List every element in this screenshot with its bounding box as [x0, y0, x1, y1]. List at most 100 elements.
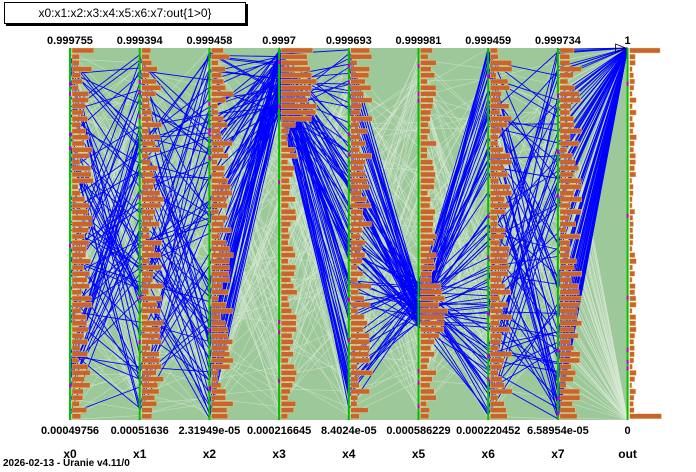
histogram-bin: [559, 91, 580, 97]
histogram-bin: [490, 271, 509, 277]
histogram-bin: [629, 401, 634, 407]
histogram-bin: [350, 246, 362, 252]
histogram-bin: [350, 202, 372, 209]
histogram-bin: [559, 146, 568, 153]
histogram-bin: [629, 302, 637, 308]
histogram-bin: [141, 227, 150, 233]
histogram-bin: [490, 283, 506, 289]
histogram-bin: [141, 78, 157, 85]
histogram-bin: [420, 153, 428, 159]
histogram-bin: [629, 146, 634, 153]
histogram-bin: [141, 128, 150, 134]
histogram-bin: [141, 277, 153, 283]
histogram-bin: [211, 78, 224, 85]
histogram-bin: [71, 326, 89, 333]
histogram-bin: [350, 401, 358, 407]
histogram-bin: [420, 103, 434, 109]
histogram-bin: [490, 357, 505, 364]
histogram-bin: [559, 271, 583, 277]
histogram-bin: [71, 221, 93, 227]
axis-mark: [69, 132, 71, 137]
histogram-bin: [629, 109, 637, 116]
histogram-bin: [629, 413, 662, 419]
histogram-bin: [490, 171, 509, 178]
histogram-bin: [211, 196, 227, 202]
histogram-bin: [629, 283, 636, 289]
histogram-bin: [629, 246, 633, 252]
histogram-bin: [559, 283, 579, 289]
histogram-bin: [420, 295, 445, 302]
histogram-bin: [280, 264, 296, 271]
axis-mark: [417, 91, 420, 96]
histogram-bin: [629, 277, 633, 283]
axis-mark: [278, 104, 281, 109]
histogram-bin: [490, 109, 501, 116]
histogram-bin: [629, 66, 633, 72]
histogram-bin: [71, 196, 86, 202]
histogram-bin: [559, 190, 575, 196]
histogram-bin: [559, 233, 581, 240]
histogram-bin: [141, 395, 155, 401]
histogram-bin: [350, 134, 361, 140]
histogram-bin: [420, 302, 440, 308]
histogram-bin: [350, 382, 360, 388]
histogram-bin: [211, 153, 229, 159]
histogram-bin: [629, 221, 634, 227]
histogram-bin: [350, 159, 366, 165]
histogram-bin: [350, 190, 362, 196]
histogram-bin: [71, 302, 93, 308]
axis-mark: [278, 320, 281, 325]
histogram-bin: [629, 370, 637, 376]
histogram-bin: [71, 320, 88, 326]
histogram-bin: [350, 345, 370, 351]
histogram-bin: [629, 97, 637, 103]
axis-x4: 0.999693 8.4024e-05 x4: [321, 35, 377, 461]
axis-max-label: 0.999459: [465, 35, 511, 47]
histogram-bin: [420, 115, 431, 122]
histogram-bin: [629, 326, 637, 333]
histogram-bin: [71, 128, 86, 134]
histogram-bin: [629, 314, 637, 320]
footer-text: 2026-02-13 - Uranie v4.11/0: [3, 458, 130, 469]
histogram-bin: [71, 190, 81, 196]
axis-mark: [347, 152, 350, 157]
axis-mark: [556, 193, 559, 198]
histogram-bin: [71, 277, 88, 283]
histogram-bin: [141, 376, 164, 382]
histogram-bin: [420, 134, 428, 140]
histogram-bin: [211, 283, 223, 289]
histogram-bin: [490, 258, 508, 264]
histogram-bin: [71, 54, 80, 60]
histogram-bin: [71, 159, 81, 165]
axis-x2: 0.999458 2.31949e-05 x2: [179, 35, 241, 461]
histogram-bin: [280, 165, 295, 171]
histogram-bin: [71, 153, 90, 159]
axis-x1: 0.999394 0.00051636 x1: [111, 35, 169, 461]
histogram-bin: [420, 97, 434, 103]
histogram-bin: [71, 333, 85, 339]
histogram-bin: [350, 289, 359, 295]
histogram-bin: [490, 78, 509, 85]
histogram-bin: [559, 202, 571, 209]
histogram-bin: [350, 227, 363, 233]
histogram-bin: [71, 407, 87, 413]
histogram-bin: [490, 159, 512, 165]
axis-mark: [208, 328, 211, 333]
histogram-bin: [280, 128, 290, 134]
histogram-bin: [350, 72, 370, 78]
histogram-bin: [559, 84, 575, 91]
chart-title: x0:x1:x2:x3:x4:x5:x6:x7:out{1>0}: [4, 2, 246, 24]
histogram-bin: [420, 109, 432, 116]
axis-mark: [347, 338, 350, 343]
histogram-bin: [280, 370, 297, 376]
histogram-bin: [280, 320, 297, 326]
axis-mark: [138, 194, 141, 199]
histogram-bin: [71, 271, 90, 277]
histogram-bin: [629, 395, 635, 401]
histogram-bin: [71, 339, 89, 345]
histogram-bin: [211, 413, 228, 419]
histogram-bin: [71, 66, 92, 72]
histogram-bin: [559, 134, 571, 140]
histogram-bin: [280, 215, 297, 221]
